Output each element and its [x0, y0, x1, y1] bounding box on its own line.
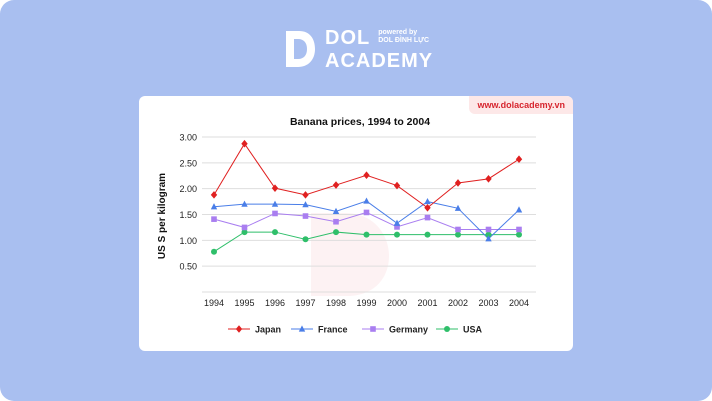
y-tick-label: 2.00: [179, 184, 197, 194]
usa-point: [424, 231, 431, 238]
x-tick-label: 2004: [509, 298, 529, 308]
dol-logo-icon: [286, 31, 315, 67]
france-point: [424, 197, 431, 205]
x-tick-label: 2003: [478, 298, 498, 308]
x-tick-label: 2002: [448, 298, 468, 308]
chart-title: Banana prices, 1994 to 2004: [290, 116, 430, 128]
japan-point: [424, 203, 431, 212]
legend-marker: [444, 326, 450, 332]
chart-legend: Japan France Germany USA: [228, 325, 483, 335]
legend-label: France: [318, 325, 348, 335]
germany-point: [394, 224, 400, 230]
legend-label: USA: [463, 325, 483, 335]
y-tick-label: 2.50: [179, 158, 197, 168]
powered-by-text: powered by: [378, 29, 418, 37]
brand-name-line2: ACADEMY: [325, 49, 434, 72]
japan-point: [210, 191, 218, 199]
germany-point: [516, 226, 522, 233]
germany-point: [485, 226, 492, 233]
legend-item-usa: USA: [436, 325, 483, 335]
legend-label: Germany: [389, 325, 428, 335]
usa-point: [333, 229, 339, 236]
x-tick-labels: 1994 1995 1996 1997 1998 1999 2000 2001 2002 2003…: [204, 298, 529, 308]
y-tick-label: 1.50: [179, 210, 197, 220]
germany-point: [241, 224, 248, 231]
series-markers: [210, 139, 523, 255]
legend-marker: [235, 325, 243, 333]
legend-marker: [298, 325, 306, 332]
x-tick-label: 1999: [356, 298, 376, 308]
japan-point: [485, 175, 492, 183]
germany-point: [363, 209, 370, 216]
brand-powered-by: powered by DOL ĐÌNH LỰC: [378, 29, 429, 47]
france-point: [363, 197, 370, 204]
x-tick-label: 1995: [234, 298, 254, 308]
legend-marker: [370, 326, 376, 332]
x-tick-label: 1994: [204, 298, 224, 308]
x-tick-label: 2001: [417, 298, 437, 308]
germany-point: [302, 213, 309, 219]
y-tick-label: 1.00: [179, 236, 197, 246]
chart-card: Banana prices, 1994 to 2004 US S per kil…: [139, 96, 573, 351]
usa-point: [241, 229, 248, 236]
x-tick-label: 2000: [387, 298, 407, 308]
japan-point: [332, 181, 340, 189]
france-point: [271, 200, 279, 207]
germany-point: [333, 218, 339, 225]
powered-org-text: DOL ĐÌNH LỰC: [378, 37, 430, 45]
france-point: [210, 203, 218, 210]
germany-point: [424, 214, 431, 221]
japan-point: [363, 171, 370, 180]
france-point: [515, 206, 523, 213]
france-point: [302, 201, 309, 208]
line-chart: Banana prices, 1994 to 2004 US S per kil…: [157, 116, 536, 335]
y-tick-labels: 3.00 2.50 2.00 1.50 1.00 0.50: [179, 133, 197, 272]
y-axis-label: US S per kilogram: [157, 173, 168, 259]
y-tick-label: 3.00: [179, 133, 197, 143]
france-point: [454, 204, 462, 211]
y-tick-label: 0.50: [179, 262, 197, 272]
japan-point: [454, 179, 462, 187]
website-url-tag[interactable]: www.dolacademy.vn: [469, 96, 573, 114]
france-point: [393, 219, 401, 226]
usa-point: [363, 231, 370, 238]
japan-point: [302, 191, 309, 199]
usa-point: [516, 231, 522, 238]
usa-point: [455, 231, 461, 238]
germany-point: [455, 226, 461, 233]
watermark-logo: [311, 213, 389, 296]
legend-item-germany: Germany: [362, 325, 428, 335]
legend-item-france: France: [291, 325, 348, 335]
x-tick-label: 1996: [265, 298, 285, 308]
germany-point: [272, 210, 278, 217]
japan-point: [271, 184, 279, 192]
usa-point: [302, 236, 309, 243]
usa-point: [394, 231, 400, 238]
usa-point: [211, 248, 217, 255]
x-tick-label: 1998: [326, 298, 346, 308]
usa-point: [485, 231, 492, 238]
legend-label: Japan: [255, 325, 281, 335]
x-tick-label: 1997: [295, 298, 315, 308]
france-point: [241, 200, 248, 207]
dol-academy-logo: DOL powered by DOL ĐÌNH LỰC ACADEMY: [283, 27, 433, 71]
usa-point: [272, 229, 278, 236]
france-point: [332, 207, 340, 214]
germany-point: [211, 216, 217, 222]
brand-name-line1: DOL: [325, 26, 371, 49]
japan-point: [515, 155, 523, 164]
france-point: [485, 235, 492, 242]
legend-item-japan: Japan: [228, 325, 281, 335]
